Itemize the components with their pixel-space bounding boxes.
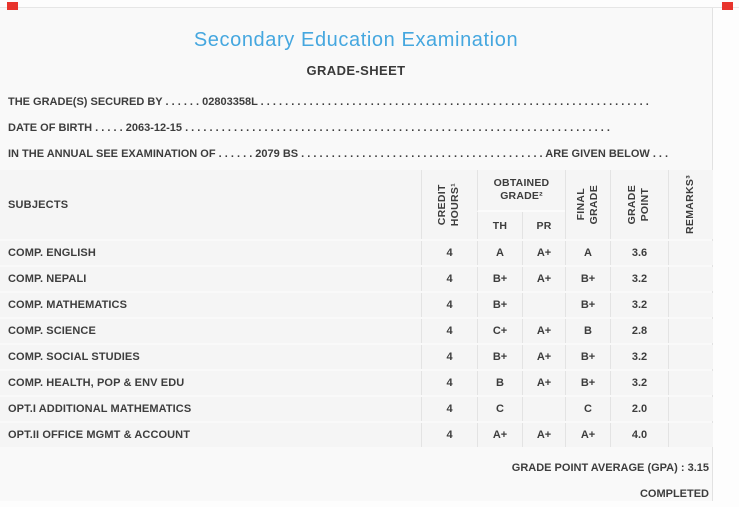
cell-remarks: [668, 423, 713, 447]
table-row: COMP. ENGLISH 4 A A+ A 3.6: [0, 241, 713, 265]
top-strip: [0, 0, 739, 8]
cell-credit-hours: 4: [421, 241, 477, 265]
column-header-th: TH: [477, 212, 522, 239]
cell-subject: COMP. MATHEMATICS: [0, 293, 421, 317]
cell-pr-grade: A+: [522, 241, 565, 265]
cell-credit-hours: 4: [421, 423, 477, 447]
cell-grade-point: 3.2: [610, 345, 668, 369]
column-header-subjects: SUBJECTS: [0, 170, 421, 239]
table-row: COMP. MATHEMATICS 4 B+ B+ 3.2: [0, 293, 713, 317]
column-header-final-grade: FINAL GRADE: [565, 170, 610, 239]
column-header-pr: PR: [522, 212, 565, 239]
cell-pr-grade: A+: [522, 371, 565, 395]
page-title: Secondary Education Examination: [193, 29, 519, 51]
cell-final-grade: B+: [565, 371, 610, 395]
cell-credit-hours: 4: [421, 293, 477, 317]
cell-remarks: [668, 345, 713, 369]
cell-final-grade: A+: [565, 423, 610, 447]
cell-subject: OPT.I ADDITIONAL MATHEMATICS: [0, 397, 421, 421]
cell-th-grade: B+: [477, 345, 522, 369]
cell-credit-hours: 4: [421, 345, 477, 369]
cell-subject: COMP. SOCIAL STUDIES: [0, 345, 421, 369]
cell-th-grade: B+: [477, 267, 522, 291]
table-row: COMP. NEPALI 4 B+ A+ B+ 3.2: [0, 267, 713, 291]
cell-pr-grade: A+: [522, 345, 565, 369]
grade-sheet-panel: Secondary Education Examination GRADE-SH…: [0, 8, 713, 501]
cell-grade-point: 3.6: [610, 241, 668, 265]
cell-subject: COMP. ENGLISH: [0, 241, 421, 265]
cell-grade-point: 2.8: [610, 319, 668, 343]
table-row: COMP. HEALTH, POP & ENV EDU 4 B A+ B+ 3.…: [0, 371, 713, 395]
cell-pr-grade: [522, 293, 565, 317]
info-section: THE GRADE(S) SECURED BY . . . . . . 0280…: [0, 89, 712, 167]
table-row: COMP. SOCIAL STUDIES 4 B+ A+ B+ 3.2: [0, 345, 713, 369]
cell-th-grade: A: [477, 241, 522, 265]
column-header-grade-point: GRADE POINT: [610, 170, 668, 239]
column-header-remarks-label: REMARKS³: [684, 175, 697, 234]
cell-pr-grade: A+: [522, 319, 565, 343]
cell-pr-grade: A+: [522, 267, 565, 291]
cell-subject: OPT.II OFFICE MGMT & ACCOUNT: [0, 423, 421, 447]
cell-final-grade: A: [565, 241, 610, 265]
column-header-credit-hours-label: CREDIT HOURS¹: [436, 182, 462, 227]
cell-th-grade: C+: [477, 319, 522, 343]
gpa-label: GRADE POINT AVERAGE (GPA) :: [511, 462, 685, 474]
cell-grade-point: 4.0: [610, 423, 668, 447]
cell-remarks: [668, 241, 713, 265]
cell-remarks: [668, 371, 713, 395]
column-header-obtained-grade: OBTAINED GRADE²: [477, 170, 565, 212]
table-row: OPT.I ADDITIONAL MATHEMATICS 4 C C 2.0: [0, 397, 713, 421]
cell-credit-hours: 4: [421, 397, 477, 421]
cell-grade-point: 3.2: [610, 371, 668, 395]
cell-final-grade: B+: [565, 293, 610, 317]
cell-final-grade: B: [565, 319, 610, 343]
gpa-line: GRADE POINT AVERAGE (GPA) : 3.15: [0, 455, 709, 481]
column-header-final-grade-label: FINAL GRADE: [574, 184, 600, 225]
info-line-date-of-birth: DATE OF BIRTH . . . . . 2063-12-15 . . .…: [8, 122, 610, 134]
cell-grade-point: 3.2: [610, 267, 668, 291]
cell-subject: COMP. HEALTH, POP & ENV EDU: [0, 371, 421, 395]
cell-grade-point: 3.2: [610, 293, 668, 317]
column-header-grade-point-label: GRADE POINT: [626, 184, 652, 225]
cell-remarks: [668, 267, 713, 291]
cell-th-grade: B: [477, 371, 522, 395]
cell-final-grade: B+: [565, 345, 610, 369]
status-completed: COMPLETED: [639, 488, 709, 500]
page-subtitle: GRADE-SHEET: [306, 63, 406, 78]
corner-mark-left: [7, 2, 18, 10]
table-row: COMP. SCIENCE 4 C+ A+ B 2.8: [0, 319, 713, 343]
table-header: SUBJECTS CREDIT HOURS¹ OBTAINED GRADE² T…: [0, 170, 713, 239]
gpa-value: 3.15: [687, 462, 709, 474]
cell-subject: COMP. SCIENCE: [0, 319, 421, 343]
info-line-examination-year: IN THE ANNUAL SEE EXAMINATION OF . . . .…: [8, 148, 669, 160]
cell-final-grade: B+: [565, 267, 610, 291]
cell-remarks: [668, 319, 713, 343]
cell-remarks: [668, 397, 713, 421]
cell-remarks: [668, 293, 713, 317]
column-header-remarks: REMARKS³: [668, 170, 713, 239]
corner-mark-right: [722, 2, 733, 10]
cell-th-grade: C: [477, 397, 522, 421]
footer-section: GRADE POINT AVERAGE (GPA) : 3.15 COMPLET…: [0, 455, 712, 507]
cell-credit-hours: 4: [421, 267, 477, 291]
info-line-grades-secured-by: THE GRADE(S) SECURED BY . . . . . . 0280…: [8, 96, 649, 108]
cell-pr-grade: [522, 397, 565, 421]
cell-pr-grade: A+: [522, 423, 565, 447]
cell-final-grade: C: [565, 397, 610, 421]
cell-credit-hours: 4: [421, 371, 477, 395]
cell-grade-point: 2.0: [610, 397, 668, 421]
table-row: OPT.II OFFICE MGMT & ACCOUNT 4 A+ A+ A+ …: [0, 423, 713, 447]
table-body: COMP. ENGLISH 4 A A+ A 3.6 COMP. NEPALI …: [0, 241, 713, 447]
cell-subject: COMP. NEPALI: [0, 267, 421, 291]
cell-th-grade: A+: [477, 423, 522, 447]
cell-credit-hours: 4: [421, 319, 477, 343]
cell-th-grade: B+: [477, 293, 522, 317]
column-header-credit-hours: CREDIT HOURS¹: [421, 170, 477, 239]
